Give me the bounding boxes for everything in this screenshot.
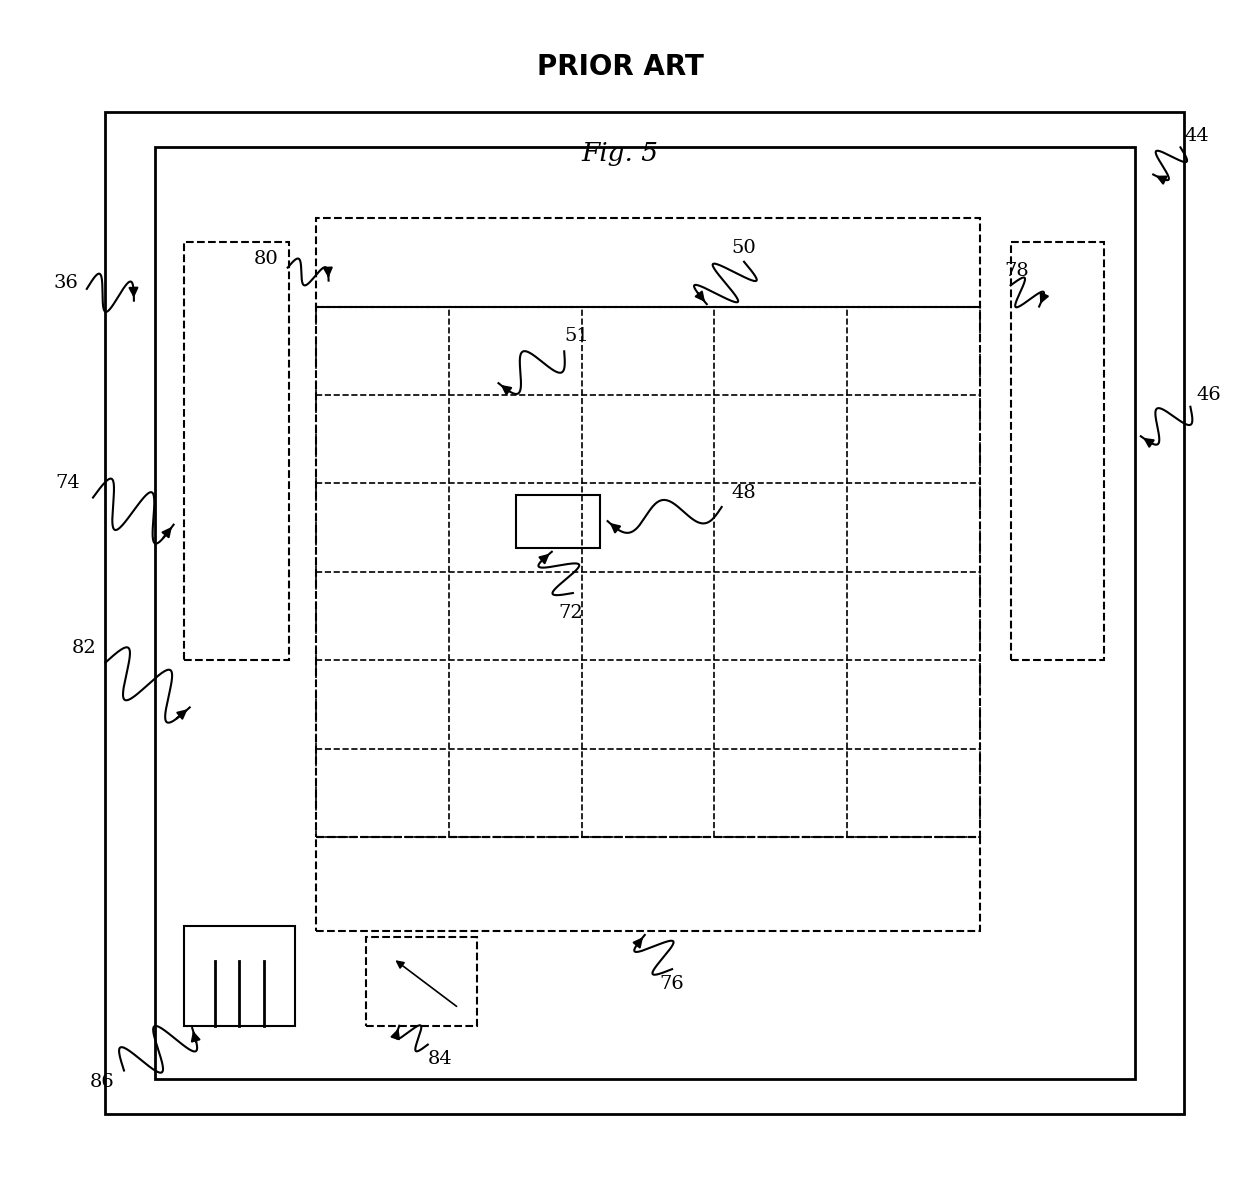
Bar (316, 307, 980, 837)
Text: 46: 46 (1197, 386, 1221, 404)
Bar (316, 218, 980, 307)
Text: 82: 82 (72, 639, 97, 658)
Bar (1011, 242, 1104, 660)
Text: 72: 72 (558, 604, 583, 623)
Text: 80: 80 (254, 250, 279, 269)
Bar (366, 937, 477, 1026)
Text: 50: 50 (732, 238, 756, 257)
Text: 78: 78 (1004, 262, 1029, 281)
Text: 84: 84 (428, 1049, 453, 1068)
Text: 76: 76 (660, 975, 684, 994)
Bar (105, 112, 1184, 1114)
Text: 44: 44 (1184, 126, 1209, 145)
Bar (516, 495, 600, 548)
Bar (155, 147, 1135, 1079)
Bar (184, 926, 295, 1026)
Text: PRIOR ART: PRIOR ART (537, 53, 703, 81)
Bar (184, 242, 289, 660)
Bar (316, 837, 980, 931)
Text: 86: 86 (89, 1073, 114, 1092)
Text: 74: 74 (56, 474, 81, 493)
Text: Fig. 5: Fig. 5 (582, 141, 658, 166)
Text: 51: 51 (564, 327, 589, 345)
Text: 48: 48 (732, 483, 756, 502)
Text: 36: 36 (53, 274, 78, 292)
